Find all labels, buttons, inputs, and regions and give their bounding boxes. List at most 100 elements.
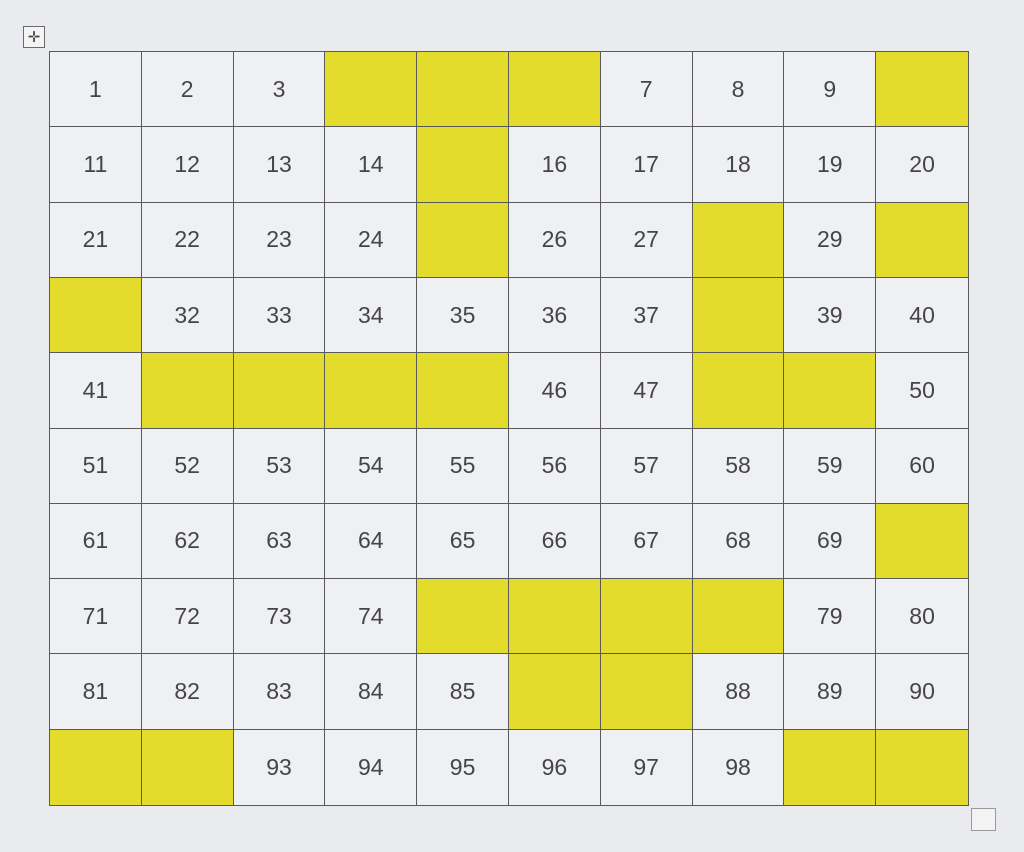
table-cell-highlighted[interactable] xyxy=(417,127,509,203)
table-cell[interactable]: 34 xyxy=(325,277,418,354)
table-cell[interactable]: 80 xyxy=(876,579,968,655)
table-cell[interactable]: 90 xyxy=(876,654,968,730)
table-cell[interactable]: 74 xyxy=(325,579,418,655)
table-cell-highlighted[interactable] xyxy=(325,353,418,429)
table-cell-highlighted[interactable] xyxy=(417,202,509,278)
table-cell[interactable]: 60 xyxy=(876,428,968,504)
table-cell[interactable]: 61 xyxy=(50,503,142,580)
table-cell[interactable]: 58 xyxy=(692,428,785,504)
table-cell-highlighted[interactable] xyxy=(50,277,142,354)
table-cell[interactable]: 62 xyxy=(141,503,234,580)
table-cell[interactable]: 88 xyxy=(692,654,785,730)
table-cell[interactable]: 24 xyxy=(325,202,418,278)
table-cell-highlighted[interactable] xyxy=(692,202,785,278)
table-cell[interactable]: 47 xyxy=(600,353,693,429)
table-cell[interactable]: 22 xyxy=(141,202,234,278)
table-cell-highlighted[interactable] xyxy=(141,353,234,429)
table-cell[interactable]: 59 xyxy=(784,428,877,504)
table-cell[interactable]: 93 xyxy=(233,729,326,805)
table-cell[interactable]: 37 xyxy=(600,277,693,354)
table-cell[interactable]: 16 xyxy=(509,127,601,203)
table-cell[interactable]: 46 xyxy=(509,353,601,429)
table-cell[interactable]: 8 xyxy=(692,52,785,128)
table-cell[interactable]: 56 xyxy=(509,428,601,504)
table-cell-highlighted[interactable] xyxy=(784,353,877,429)
table-cell-highlighted[interactable] xyxy=(600,579,693,655)
table-cell-highlighted[interactable] xyxy=(600,654,693,730)
table-cell[interactable]: 82 xyxy=(141,654,234,730)
table-cell[interactable]: 51 xyxy=(50,428,142,504)
table-cell-highlighted[interactable] xyxy=(876,729,968,805)
table-cell[interactable]: 64 xyxy=(325,503,418,580)
table-cell[interactable]: 50 xyxy=(876,353,968,429)
table-cell[interactable]: 11 xyxy=(50,127,142,203)
table-cell[interactable]: 26 xyxy=(509,202,601,278)
table-cell[interactable]: 13 xyxy=(233,127,326,203)
table-cell-highlighted[interactable] xyxy=(876,503,968,580)
table-cell[interactable]: 20 xyxy=(876,127,968,203)
table-cell-highlighted[interactable] xyxy=(233,353,326,429)
table-cell[interactable]: 65 xyxy=(417,503,509,580)
table-cell[interactable]: 79 xyxy=(784,579,877,655)
table-cell[interactable]: 14 xyxy=(325,127,418,203)
table-cell-highlighted[interactable] xyxy=(50,729,142,805)
table-move-handle[interactable]: ✛ xyxy=(23,26,45,48)
table-cell-highlighted[interactable] xyxy=(417,579,509,655)
table-cell[interactable]: 57 xyxy=(600,428,693,504)
table-cell-highlighted[interactable] xyxy=(141,729,234,805)
table-cell[interactable]: 72 xyxy=(141,579,234,655)
table-cell-highlighted[interactable] xyxy=(417,52,509,128)
table-cell[interactable]: 95 xyxy=(417,729,509,805)
table-cell[interactable]: 84 xyxy=(325,654,418,730)
table-cell[interactable]: 63 xyxy=(233,503,326,580)
table-cell[interactable]: 40 xyxy=(876,277,968,354)
table-cell[interactable]: 96 xyxy=(509,729,601,805)
table-cell[interactable]: 17 xyxy=(600,127,693,203)
table-cell[interactable]: 33 xyxy=(233,277,326,354)
table-cell[interactable]: 19 xyxy=(784,127,877,203)
table-cell[interactable]: 12 xyxy=(141,127,234,203)
table-cell[interactable]: 71 xyxy=(50,579,142,655)
table-cell-highlighted[interactable] xyxy=(876,52,968,128)
table-cell[interactable]: 1 xyxy=(50,52,142,128)
table-cell[interactable]: 68 xyxy=(692,503,785,580)
table-cell[interactable]: 3 xyxy=(233,52,326,128)
table-cell[interactable]: 97 xyxy=(600,729,693,805)
table-cell[interactable]: 54 xyxy=(325,428,418,504)
table-cell[interactable]: 83 xyxy=(233,654,326,730)
table-cell-highlighted[interactable] xyxy=(692,579,785,655)
table-cell[interactable]: 29 xyxy=(784,202,877,278)
table-cell[interactable]: 94 xyxy=(325,729,418,805)
table-cell-highlighted[interactable] xyxy=(692,353,785,429)
table-cell[interactable]: 35 xyxy=(417,277,509,354)
table-cell[interactable]: 41 xyxy=(50,353,142,429)
table-cell[interactable]: 23 xyxy=(233,202,326,278)
table-cell-highlighted[interactable] xyxy=(784,729,877,805)
table-cell[interactable]: 73 xyxy=(233,579,326,655)
table-cell[interactable]: 9 xyxy=(784,52,877,128)
table-cell[interactable]: 55 xyxy=(417,428,509,504)
table-cell[interactable]: 36 xyxy=(509,277,601,354)
table-cell-highlighted[interactable] xyxy=(509,52,601,128)
table-cell[interactable]: 85 xyxy=(417,654,509,730)
table-cell[interactable]: 98 xyxy=(692,729,785,805)
table-cell[interactable]: 81 xyxy=(50,654,142,730)
table-cell[interactable]: 2 xyxy=(141,52,234,128)
table-cell[interactable]: 39 xyxy=(784,277,877,354)
table-cell-highlighted[interactable] xyxy=(692,277,785,354)
table-cell-highlighted[interactable] xyxy=(509,579,601,655)
table-cell[interactable]: 53 xyxy=(233,428,326,504)
table-cell-highlighted[interactable] xyxy=(509,654,601,730)
table-cell[interactable]: 52 xyxy=(141,428,234,504)
table-cell[interactable]: 89 xyxy=(784,654,877,730)
table-cell-highlighted[interactable] xyxy=(417,353,509,429)
table-cell[interactable]: 21 xyxy=(50,202,142,278)
table-cell[interactable]: 67 xyxy=(600,503,693,580)
table-cell[interactable]: 69 xyxy=(784,503,877,580)
table-cell[interactable]: 18 xyxy=(692,127,785,203)
table-cell-highlighted[interactable] xyxy=(325,52,418,128)
table-resize-handle[interactable] xyxy=(971,808,996,831)
table-cell[interactable]: 32 xyxy=(141,277,234,354)
table-cell-highlighted[interactable] xyxy=(876,202,968,278)
table-cell[interactable]: 7 xyxy=(600,52,693,128)
